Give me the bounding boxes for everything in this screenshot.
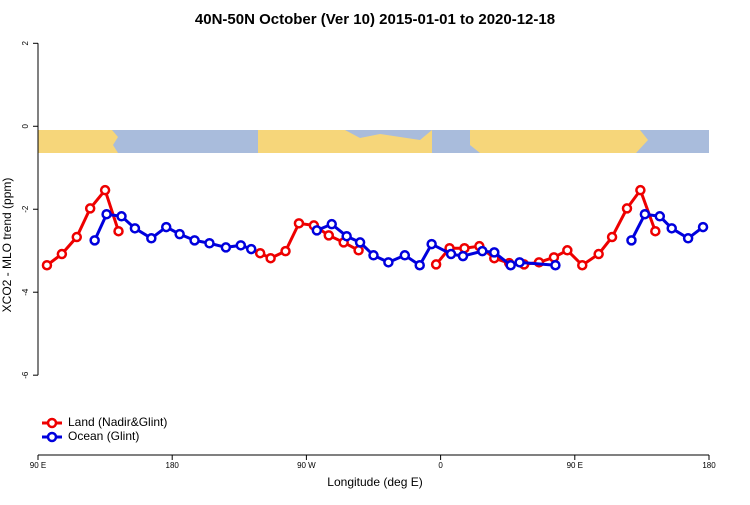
data-point bbox=[399, 250, 411, 261]
data-point bbox=[41, 259, 53, 271]
data-point bbox=[293, 218, 305, 229]
data-point bbox=[326, 218, 337, 230]
data-point bbox=[280, 245, 291, 257]
data-point bbox=[577, 259, 588, 271]
legend-label: Land (Nadir&Glint) bbox=[68, 415, 167, 429]
x-tick-label: 90 E bbox=[30, 461, 46, 470]
data-point bbox=[562, 245, 573, 256]
data-point bbox=[113, 225, 124, 237]
data-point bbox=[606, 231, 618, 243]
data-point bbox=[414, 259, 425, 271]
data-point bbox=[654, 211, 666, 222]
data-point bbox=[323, 230, 335, 241]
land-area bbox=[38, 130, 118, 153]
x-tick-label: 90 E bbox=[567, 461, 583, 470]
data-point bbox=[341, 230, 352, 242]
data-point bbox=[204, 238, 215, 249]
data-point bbox=[682, 233, 694, 244]
data-point bbox=[116, 211, 127, 222]
legend-label: Ocean (Glint) bbox=[68, 429, 139, 443]
y-tick-label: 0 bbox=[21, 123, 30, 128]
data-point bbox=[160, 221, 172, 233]
x-axis-label: Longitude (deg E) bbox=[327, 475, 422, 489]
data-point bbox=[639, 208, 651, 220]
legend-marker bbox=[46, 417, 58, 429]
map-band bbox=[38, 130, 709, 153]
data-point bbox=[514, 257, 525, 268]
data-point bbox=[89, 235, 100, 246]
data-point bbox=[235, 240, 247, 251]
land-area bbox=[470, 130, 648, 153]
data-point bbox=[101, 208, 112, 220]
data-point bbox=[245, 243, 257, 255]
data-point bbox=[445, 248, 457, 260]
data-point bbox=[56, 248, 68, 260]
data-point bbox=[457, 250, 469, 262]
chart-title: 40N-50N October (Ver 10) 2015-01-01 to 2… bbox=[195, 11, 555, 28]
data-point bbox=[71, 231, 83, 243]
data-point bbox=[383, 257, 394, 268]
y-axis-label: XCO2 - MLO trend (ppm) bbox=[0, 178, 14, 313]
data-point bbox=[626, 235, 637, 246]
data-point bbox=[505, 259, 516, 271]
data-point bbox=[265, 252, 276, 264]
legend-marker bbox=[46, 431, 58, 443]
data-point bbox=[430, 259, 442, 270]
data-point bbox=[550, 259, 561, 271]
land-area bbox=[258, 130, 432, 153]
x-tick-label: 0 bbox=[438, 461, 443, 470]
x-tick-label: 180 bbox=[702, 461, 716, 470]
x-tick-label: 180 bbox=[166, 461, 180, 470]
data-point bbox=[129, 223, 141, 234]
y-tick-label: -2 bbox=[21, 205, 30, 213]
data-point bbox=[174, 228, 185, 240]
data-point bbox=[666, 223, 677, 234]
data-point bbox=[220, 242, 232, 253]
data-point bbox=[489, 247, 500, 258]
data-point bbox=[650, 225, 661, 237]
data-point bbox=[146, 233, 157, 244]
y-tick-label: -6 bbox=[21, 371, 30, 379]
x-tick-label: 90 W bbox=[297, 461, 316, 470]
data-point bbox=[426, 238, 437, 250]
data-point bbox=[84, 203, 96, 214]
data-point bbox=[189, 235, 200, 246]
data-point bbox=[593, 248, 604, 260]
legend: Land (Nadir&Glint)Ocean (Glint) bbox=[42, 415, 167, 443]
y-tick-label: 2 bbox=[21, 41, 30, 46]
data-point bbox=[477, 245, 488, 257]
data-point bbox=[697, 221, 709, 233]
data-point bbox=[311, 225, 323, 236]
data-point bbox=[368, 250, 379, 261]
data-point bbox=[99, 184, 111, 196]
data-point bbox=[635, 184, 646, 196]
data-point bbox=[254, 247, 266, 259]
data-point bbox=[621, 203, 633, 214]
y-tick-label: -4 bbox=[21, 288, 30, 296]
data-point bbox=[354, 237, 366, 248]
